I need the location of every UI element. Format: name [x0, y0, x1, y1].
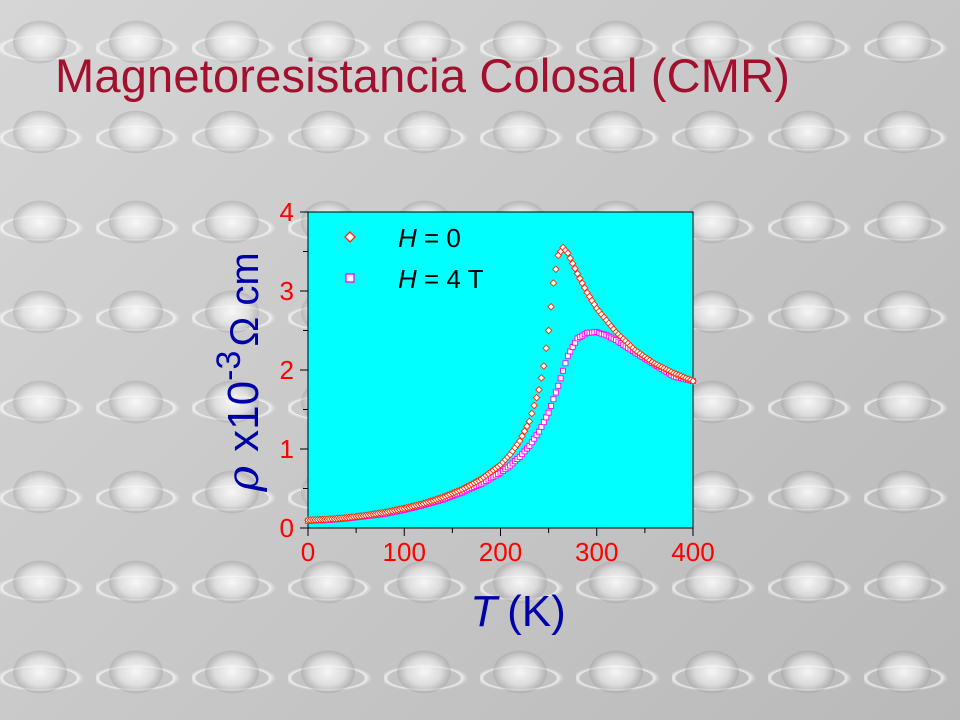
- legend: H = 0 H = 4 T: [344, 223, 484, 294]
- point-s0-108: [564, 249, 572, 257]
- point-s0-114: [578, 279, 587, 287]
- y-tick-label-1: 1: [280, 434, 294, 464]
- y-tick-labels: 0 1 2 3 4: [280, 197, 294, 543]
- legend-label-h0: H = 0: [398, 223, 461, 253]
- point-s1-103: [552, 389, 559, 396]
- y-axis-label-exp: -3: [210, 351, 248, 381]
- axis-ticks: [300, 211, 694, 536]
- x-tick-label-1: 100: [383, 537, 426, 567]
- y-tick-label-0: 0: [280, 513, 294, 543]
- series-0: [304, 243, 697, 524]
- point-s0-90: [520, 427, 529, 436]
- y-axis-label: ρ x10-3 Ω cm: [210, 252, 269, 492]
- point-s0-109: [566, 254, 575, 263]
- point-s0-97: [537, 374, 546, 382]
- x-tick-label-3: 300: [575, 537, 618, 567]
- point-s0-101: [547, 302, 555, 311]
- x-tick-labels: 0 100 200 300 400: [301, 537, 715, 567]
- point-s0-113: [576, 274, 584, 283]
- point-s1-106: [560, 367, 567, 374]
- point-s1-107: [562, 360, 569, 367]
- y-axis-label-symbol: ρ: [218, 466, 269, 493]
- y-axis-label-text: x10: [219, 381, 268, 452]
- y-tick-label-3: 3: [280, 276, 294, 306]
- point-s0-102: [549, 279, 558, 287]
- legend-label-h4-italic: H: [398, 264, 417, 294]
- point-s0-99: [542, 344, 551, 353]
- point-s0-95: [532, 393, 541, 402]
- x-axis-label: T (K): [470, 587, 566, 636]
- point-s1-97: [538, 423, 545, 430]
- y-tick-label-4: 4: [280, 197, 294, 227]
- legend-label-h0-rest: = 0: [417, 223, 461, 253]
- point-s0-88: [515, 437, 524, 445]
- legend-label-h4: H = 4 T: [398, 264, 484, 294]
- point-s0-110: [568, 259, 577, 268]
- point-s0-98: [539, 362, 548, 370]
- point-s0-160: [689, 377, 697, 385]
- point-s1-105: [557, 375, 564, 382]
- x-tick-label-0: 0: [301, 537, 315, 567]
- point-s0-92: [525, 417, 534, 426]
- series-layer: [304, 243, 697, 524]
- y-tick-label-2: 2: [280, 355, 294, 385]
- legend-marker-h4: [345, 273, 355, 283]
- y-axis-label-unit: Ω cm: [223, 252, 267, 346]
- point-s0-103: [552, 265, 560, 274]
- x-tick-label-2: 200: [479, 537, 522, 567]
- point-s1-101: [548, 402, 554, 409]
- x-axis-label-italic: T: [470, 587, 500, 636]
- point-s1-100: [545, 409, 552, 416]
- point-s0-89: [518, 432, 526, 440]
- point-s1-98: [540, 419, 547, 426]
- point-s0-111: [571, 264, 579, 273]
- point-s1-96: [536, 428, 542, 435]
- point-s1-102: [550, 396, 557, 403]
- legend-label-h4-rest: = 4 T: [417, 264, 484, 294]
- point-s1-99: [543, 414, 550, 421]
- point-s0-115: [580, 284, 589, 292]
- slide-title: Magnetoresistancia Colosal (CMR): [55, 49, 791, 102]
- point-s0-91: [523, 422, 531, 431]
- x-axis-label-unit: (K): [507, 587, 566, 636]
- point-s0-100: [544, 326, 553, 335]
- point-s0-96: [535, 385, 543, 394]
- point-s0-112: [573, 269, 582, 278]
- legend-marker-h0: [344, 231, 356, 243]
- point-s1-104: [555, 382, 562, 389]
- legend-label-h0-italic: H: [398, 223, 417, 253]
- x-tick-label-4: 400: [671, 537, 714, 567]
- plot-area: [307, 211, 694, 529]
- point-s0-93: [527, 409, 536, 418]
- point-s0-94: [530, 401, 539, 410]
